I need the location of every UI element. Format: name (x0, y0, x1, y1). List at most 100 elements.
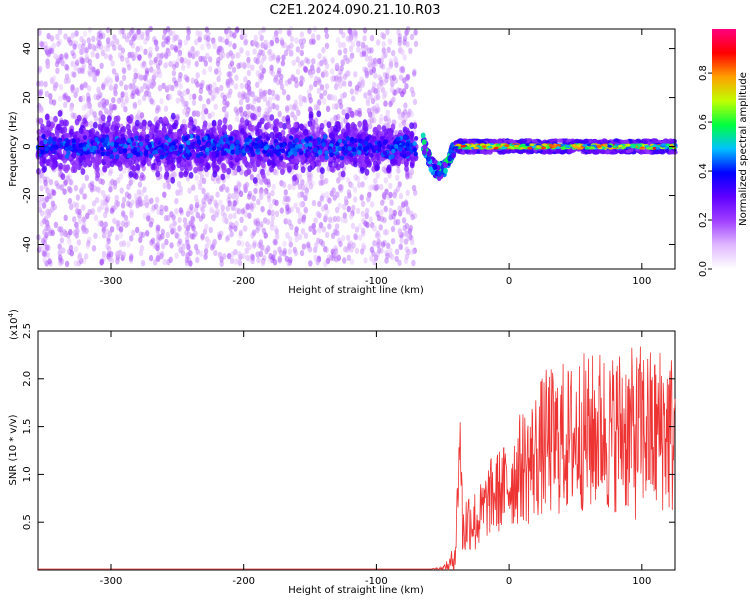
spectrogram-cell (397, 227, 402, 234)
spectrogram-cell (394, 58, 399, 65)
spectrogram-cell (133, 173, 139, 180)
spectrogram-cell (279, 83, 285, 91)
spectrogram-cell (393, 144, 399, 149)
spectrogram-cell (112, 44, 117, 51)
spectrogram-cell (240, 240, 245, 247)
spectrogram-cell (137, 181, 143, 188)
spectrogram-cell (144, 230, 149, 237)
spectrogram-cell (67, 248, 72, 255)
spectrogram-cell (281, 161, 287, 169)
spectrogram-cell (195, 212, 200, 219)
spectrogram-cell (128, 39, 134, 46)
spectrogram-cell (362, 121, 368, 128)
spectrogram-cell (274, 199, 279, 207)
spectrogram-cell (332, 191, 338, 198)
spectrogram-cell (74, 118, 80, 126)
spectrogram-cell (299, 80, 304, 87)
spectrogram-cell (94, 196, 100, 204)
spectrogram-cell (308, 97, 313, 104)
spectrogram-cell (193, 243, 199, 251)
spectrogram-cell (212, 239, 217, 246)
spectrogram-cell (277, 246, 282, 253)
spectrogram-cell (319, 195, 324, 202)
spectrogram-cell (295, 56, 300, 63)
spectrogram-cell (315, 210, 321, 218)
spectrogram-cell (226, 252, 232, 260)
spectrogram-cell (168, 60, 173, 68)
spectrogram-cell (249, 146, 254, 152)
spectrogram-cell (365, 221, 370, 229)
spectrogram-cell (397, 113, 403, 121)
spectrogram-cell (350, 222, 356, 230)
spectrogram-cell (334, 256, 339, 263)
spectrogram-cell (364, 207, 370, 214)
spectrogram-cell (93, 232, 98, 239)
spectrogram-cell (323, 204, 329, 211)
spectrogram-cell (86, 97, 91, 104)
spectrogram-cell (346, 189, 352, 196)
spectrogram-cell (69, 105, 74, 112)
spectrogram-cell (388, 60, 394, 68)
spectrogram-cell (351, 204, 356, 212)
spectrogram-cell (398, 146, 403, 152)
spectrogram-cell (97, 40, 102, 47)
spectrogram-cell (225, 186, 230, 193)
spectrogram-cell (353, 174, 358, 181)
spectrogram-cell (136, 34, 141, 41)
spectrogram-cell (226, 26, 232, 33)
spectrogram-cell (267, 196, 272, 203)
spectrogram-cell (243, 75, 248, 83)
spectrogram-cell (405, 205, 410, 212)
spectrogram-cell (195, 256, 200, 264)
spectrogram-cell (337, 184, 342, 191)
spectrogram-cell (81, 227, 86, 235)
spectrogram-cell (122, 148, 128, 153)
spectrogram-cell (276, 55, 281, 62)
spectrogram-cell (375, 102, 380, 110)
spectrogram-cell (60, 173, 66, 181)
spectrogram-cell (127, 64, 132, 71)
spectrogram-cell (355, 207, 361, 214)
spectrogram-cell (155, 232, 161, 239)
spectrogram-cell (135, 45, 140, 53)
spectrogram-cell (324, 42, 330, 50)
chart-title: C2E1.2024.090.21.10.R03 (269, 3, 440, 18)
spectrogram-cell (265, 218, 271, 225)
spectrogram-cell (121, 196, 127, 203)
spectrogram-cell (123, 106, 128, 113)
spectrogram-cell (158, 116, 164, 124)
spectrogram-cell (369, 47, 374, 54)
spectrogram-cell (62, 126, 68, 134)
spectrogram-cell (58, 95, 63, 102)
spectrogram-cell (51, 75, 57, 82)
spectrogram-cell (259, 221, 264, 228)
spectrogram-cell (153, 39, 159, 46)
spectrogram-cell (213, 199, 218, 206)
spectrogram-cell (259, 34, 264, 42)
spectrogram-cell (121, 211, 126, 218)
spectrogram-cell (402, 153, 407, 159)
spectrogram-cell (122, 32, 127, 39)
spectrogram-cell (387, 134, 393, 142)
spectrogram-cell (357, 150, 362, 156)
spectrogram-cell (162, 191, 167, 198)
spectrogram-cell (320, 192, 326, 200)
spectrogram-cell (396, 136, 401, 142)
spectrogram-cell (131, 92, 136, 100)
spectrogram-cell (94, 45, 99, 52)
spectrogram-cell (394, 248, 400, 255)
spectrogram-cell (325, 231, 330, 238)
spectrogram-cell (351, 242, 356, 249)
spectrogram-cell (298, 201, 304, 208)
spectrogram-cell (123, 84, 129, 91)
spectrogram-cell (307, 93, 312, 100)
spectrogram-cell (40, 237, 46, 245)
spectrogram-cell (52, 136, 57, 142)
spectrogram-cell (331, 187, 336, 194)
spectrogram-cell (332, 94, 338, 102)
spectrogram-cell (260, 206, 265, 213)
spectrogram-cell (386, 115, 391, 122)
spectrogram-cell (38, 90, 43, 97)
spectrogram-cell (391, 74, 397, 81)
spectrogram-cell (238, 232, 243, 239)
